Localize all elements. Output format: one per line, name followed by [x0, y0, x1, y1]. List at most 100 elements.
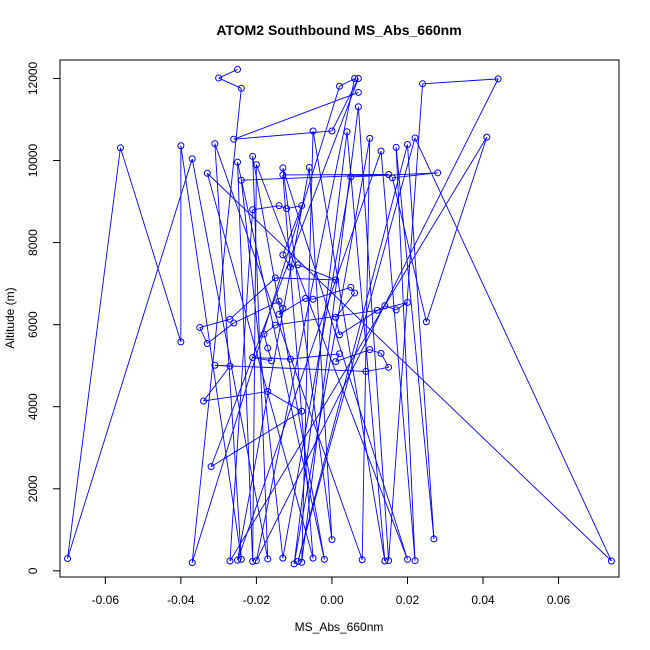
data-point — [286, 355, 294, 363]
series-segment — [233, 91, 359, 140]
y-axis: 0 2000 4000 6000 8000 10000 12000 — [26, 61, 61, 574]
series-segment — [252, 164, 257, 562]
series-segment — [395, 147, 435, 539]
x-axis: -0.06 -0.04 -0.02 0.00 0.02 0.04 0.06 — [92, 576, 571, 607]
data-point — [411, 134, 419, 142]
data-point — [203, 340, 211, 348]
series-segment — [312, 130, 386, 562]
data-point — [177, 142, 185, 150]
series-segment — [180, 145, 242, 560]
data-point — [237, 84, 245, 92]
data-point — [332, 276, 340, 284]
data-point — [298, 407, 306, 415]
series-segment — [210, 410, 302, 468]
data-point — [275, 310, 283, 318]
data-point — [336, 82, 343, 90]
series-segment — [120, 147, 182, 343]
series-segment — [290, 264, 299, 268]
data-point — [358, 556, 366, 564]
series-segment — [191, 158, 269, 560]
series-segment — [278, 298, 306, 315]
series-segment — [369, 349, 382, 354]
data-point — [419, 80, 427, 88]
data-point — [279, 251, 287, 259]
data-point — [249, 557, 257, 565]
data-point — [392, 306, 400, 314]
data-point — [275, 297, 283, 305]
series-segment — [67, 147, 121, 559]
data-point — [188, 559, 196, 567]
series-segment — [203, 391, 268, 402]
data-point — [366, 346, 374, 354]
data-point — [309, 554, 317, 562]
data-point — [354, 88, 362, 96]
series-segment — [425, 136, 488, 322]
data-point — [200, 397, 208, 405]
data-point — [211, 140, 219, 148]
series-segment — [237, 167, 310, 561]
y-tick-label: 6000 — [26, 311, 40, 338]
series-segment — [263, 324, 276, 335]
data-point — [252, 161, 260, 169]
series-segment — [297, 144, 408, 562]
series-segment — [206, 172, 612, 562]
data-point — [211, 361, 219, 369]
data-point — [264, 344, 272, 352]
series-segment — [282, 167, 408, 560]
x-tick-label: -0.04 — [167, 593, 195, 607]
series-segment — [67, 158, 193, 559]
data-point — [230, 135, 238, 143]
y-axis-label: Altitude (m) — [3, 287, 17, 348]
series-lines — [67, 69, 612, 564]
data-point — [385, 557, 393, 565]
series-segment — [297, 137, 416, 562]
series-segment — [252, 156, 325, 560]
data-point — [328, 127, 336, 135]
series-segment — [282, 176, 352, 559]
series-segment — [229, 136, 488, 562]
data-point — [336, 350, 343, 358]
series-points — [64, 65, 615, 568]
data-point — [302, 294, 310, 302]
data-point — [403, 298, 411, 306]
series-segment — [282, 254, 291, 268]
data-point — [249, 353, 257, 361]
data-point — [234, 65, 242, 73]
series-segment — [278, 205, 287, 209]
series-segment — [252, 357, 291, 360]
series-segment — [422, 78, 499, 85]
data-point — [237, 555, 245, 563]
series-segment — [312, 286, 351, 300]
series-segment — [361, 138, 371, 560]
series-segment — [377, 302, 408, 311]
data-point — [403, 555, 411, 563]
data-point — [430, 535, 438, 543]
series-segment — [214, 143, 242, 560]
data-point — [207, 463, 215, 471]
data-point — [411, 557, 419, 565]
x-tick-label: -0.06 — [92, 593, 120, 607]
x-axis-label: MS_Abs_660nm — [295, 620, 384, 634]
data-point — [177, 338, 185, 346]
x-tick-label: 0.06 — [547, 593, 571, 607]
data-point — [434, 169, 442, 177]
series-segment — [407, 144, 435, 539]
data-point — [271, 321, 279, 329]
data-point — [260, 330, 268, 338]
data-point — [234, 158, 242, 166]
series-segment — [191, 86, 340, 563]
data-point — [305, 164, 313, 172]
data-point — [188, 155, 196, 163]
data-point — [275, 202, 283, 210]
data-point — [249, 206, 257, 214]
data-point — [422, 318, 430, 326]
series-segment — [237, 162, 254, 562]
series-segment — [278, 301, 284, 309]
data-point — [377, 147, 385, 155]
series-segment — [282, 205, 303, 256]
data-point — [347, 173, 355, 181]
series-segment — [241, 174, 389, 181]
data-point — [347, 283, 355, 291]
